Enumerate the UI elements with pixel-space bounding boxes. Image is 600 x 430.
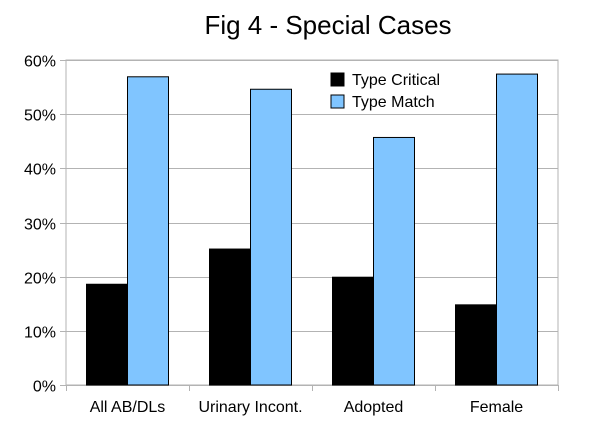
x-tick-label: Urinary Incont.	[198, 399, 302, 416]
y-tick-label: 30%	[24, 217, 56, 234]
legend: Type Critical Type Match	[330, 72, 440, 111]
axis-layer: 0% 10% 20% 30% 40% 50% 60% All AB/DLs Urinary In…	[24, 54, 559, 416]
bar-type-critical	[455, 304, 497, 386]
chart-title: Fig 4 - Special Cases	[204, 10, 451, 40]
x-tick-label: All AB/DLs	[90, 399, 166, 416]
y-tick-label: 60%	[24, 54, 56, 71]
bar-type-match	[127, 76, 169, 386]
legend-label: Type Match	[352, 94, 435, 111]
y-tick-label: 10%	[24, 325, 56, 342]
y-tick-label: 50%	[24, 108, 56, 125]
bar-type-critical	[86, 283, 128, 386]
bar-layer	[86, 73, 538, 386]
legend-swatch	[330, 72, 345, 87]
y-tick-label: 0%	[33, 379, 56, 396]
x-tick-label: Female	[470, 399, 523, 416]
bar-type-match	[373, 136, 415, 386]
bar-type-match	[496, 73, 538, 386]
x-tick-label: Adopted	[344, 399, 404, 416]
bar-type-critical	[332, 276, 374, 386]
legend-label: Type Critical	[352, 72, 440, 89]
legend-swatch	[330, 94, 345, 109]
y-tick-label: 40%	[24, 162, 56, 179]
bar-type-match	[250, 88, 292, 386]
bar-type-critical	[209, 248, 251, 386]
y-tick-label: 20%	[24, 271, 56, 288]
